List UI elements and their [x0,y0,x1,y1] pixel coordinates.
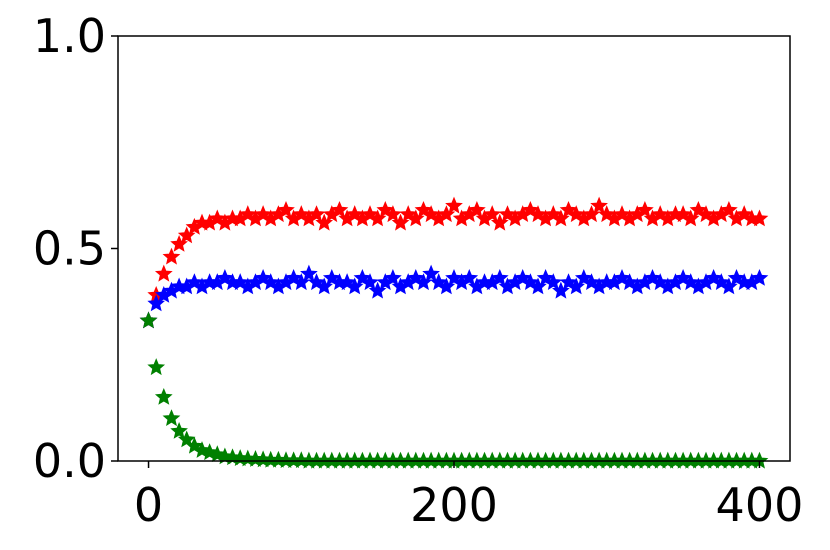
marker [384,205,402,223]
marker [330,201,349,218]
marker [720,201,738,218]
marker [437,277,456,295]
marker [170,422,188,439]
marker [529,277,547,295]
marker [552,209,570,227]
marker [445,196,463,214]
plot-frame [117,35,791,462]
x-tick-label: 200 [410,478,498,532]
marker [361,273,379,291]
marker [170,235,188,252]
marker [544,273,563,291]
marker [422,264,440,282]
marker [154,388,173,405]
marker [636,201,654,218]
marker [315,213,334,231]
marker [300,264,318,282]
marker [391,213,410,231]
y-tick-label: 1.0 [33,9,106,63]
x-tick-label: 0 [134,478,163,532]
marker [483,205,502,223]
marker [406,209,425,227]
marker [154,264,173,282]
marker [368,281,387,299]
x-tick-label: 400 [716,478,804,532]
marker [315,277,334,295]
marker [720,277,738,295]
marker [750,209,769,227]
marker [590,196,608,214]
y-tick-label: 0.5 [33,222,106,276]
marker [277,201,295,218]
marker [582,205,601,223]
marker [460,269,479,286]
marker [162,247,181,265]
marker [147,294,166,312]
marker [437,205,456,223]
marker [147,358,166,376]
marker [750,269,769,286]
marker [384,269,402,286]
marker [490,213,509,231]
marker [139,311,158,329]
marker [681,209,700,227]
marker [162,409,181,427]
marker [414,273,433,291]
marker [307,205,326,223]
marker [345,277,364,295]
marker [552,281,570,299]
marker [567,277,586,295]
marker [468,201,486,218]
marker [177,226,196,244]
marker [368,209,387,227]
marker [490,269,509,286]
y-tick-label: 0.0 [33,434,106,488]
marker [292,273,311,291]
